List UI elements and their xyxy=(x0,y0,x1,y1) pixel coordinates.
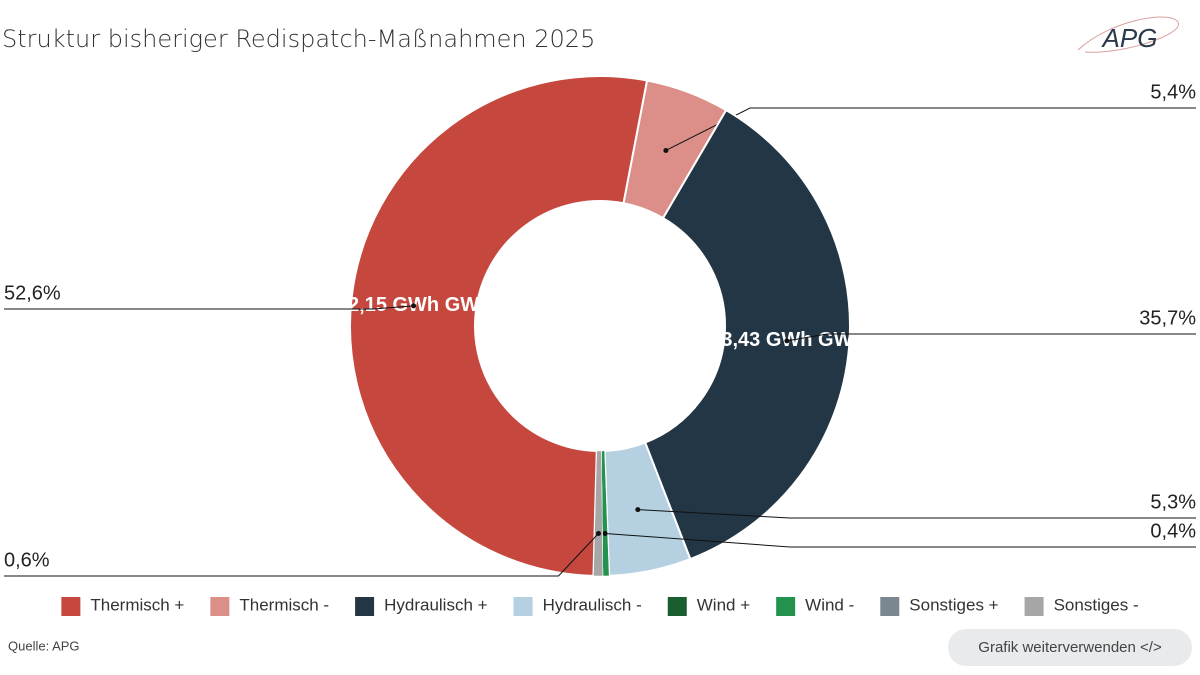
logo: APG xyxy=(1077,16,1179,53)
legend-swatch xyxy=(355,597,375,616)
leader-line xyxy=(4,305,414,310)
reuse-button[interactable] xyxy=(948,629,1192,666)
logo-text: APG xyxy=(1101,23,1158,53)
value-label: 5,4% xyxy=(1150,81,1196,103)
value-label: 0,4% xyxy=(1150,520,1196,542)
leader-line xyxy=(637,509,1196,519)
legend-swatch xyxy=(210,597,230,616)
legend-label: Thermisch + xyxy=(90,595,184,614)
logo-swoosh xyxy=(1077,16,1179,53)
legend-label: Hydraulisch - xyxy=(543,595,642,614)
donut-segment xyxy=(349,75,649,577)
donut-segment xyxy=(643,108,851,561)
legend-label: Sonstiges + xyxy=(909,595,998,614)
legend-swatch xyxy=(776,597,796,616)
donut-segment xyxy=(593,450,604,577)
legend-label: Wind + xyxy=(697,595,750,614)
value-label: 35,7% xyxy=(1139,307,1196,329)
legend-swatch xyxy=(513,597,533,616)
legend-swatch xyxy=(61,597,81,616)
leader-line xyxy=(604,532,1196,548)
legend-label: Wind - xyxy=(805,595,854,614)
legend-swatch xyxy=(1024,597,1044,616)
leader-line xyxy=(665,107,1196,151)
leader-line xyxy=(786,333,1196,342)
value-label: 0,6% xyxy=(4,549,50,571)
reuse-button-label[interactable]: Grafik weiterverwenden </> xyxy=(978,639,1162,656)
legend-label: Sonstiges - xyxy=(1054,595,1139,614)
legend-swatch xyxy=(667,597,687,616)
value-label: 5,3% xyxy=(1150,491,1196,513)
legend-label: Thermisch - xyxy=(239,595,329,614)
source: Quelle: APG xyxy=(8,638,80,653)
legend-swatch xyxy=(880,597,900,616)
leader-line xyxy=(4,533,599,577)
chart-title: Struktur bisheriger Redispatch-Maßnahmen… xyxy=(2,25,595,53)
legend-label: Hydraulisch + xyxy=(384,595,488,614)
value-label: 52,6% xyxy=(4,282,61,304)
